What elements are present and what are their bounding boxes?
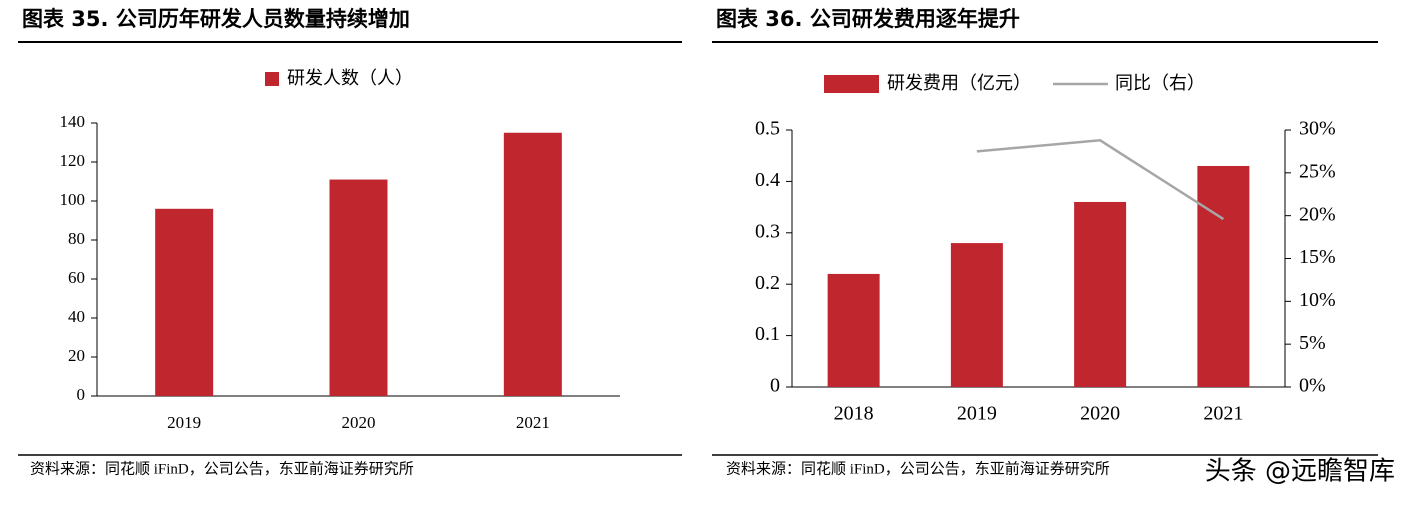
y-tick-label: 100 [60, 190, 86, 209]
legend-label: 研发费用（亿元） [887, 73, 1031, 94]
x-tick-label: 2020 [342, 413, 376, 432]
y2-tick-label: 20% [1299, 203, 1336, 225]
y-tick-label: 0.4 [755, 169, 780, 191]
bar [503, 132, 562, 396]
watermark: 头条 @远瞻智库 [1205, 457, 1395, 487]
y-tick-label: 20 [68, 346, 85, 365]
bar [155, 208, 214, 396]
legend-swatch [265, 72, 279, 86]
bar [827, 273, 880, 387]
bar [1074, 201, 1127, 387]
y-tick-label: 0 [77, 385, 86, 404]
x-tick-label: 2018 [834, 403, 874, 425]
chart-title: 图表 36. 公司研发费用逐年提升 [716, 7, 1020, 31]
y2-tick-label: 5% [1299, 332, 1326, 354]
y-tick-label: 140 [60, 112, 86, 131]
legend-label: 研发人数（人） [287, 68, 413, 89]
bar [329, 179, 388, 396]
y-tick-label: 0.3 [755, 220, 780, 242]
source-note: 资料来源：同花顺 iFinD，公司公告，东亚前海证券研究所 [726, 460, 1110, 477]
bar [950, 243, 1003, 387]
y2-tick-label: 0% [1299, 375, 1326, 397]
y-tick-label: 0.5 [755, 118, 780, 140]
x-tick-label: 2021 [516, 413, 550, 432]
y-tick-label: 0.1 [755, 323, 780, 345]
source-note: 资料来源：同花顺 iFinD，公司公告，东亚前海证券研究所 [30, 460, 414, 477]
x-tick-label: 2020 [1080, 403, 1120, 425]
y2-tick-label: 25% [1299, 160, 1336, 182]
y2-tick-label: 30% [1299, 118, 1336, 140]
y-tick-label: 40 [68, 307, 85, 326]
bar [1197, 165, 1250, 387]
legend-swatch [824, 75, 879, 93]
legend-label: 同比（右） [1115, 73, 1205, 94]
y2-tick-label: 15% [1299, 246, 1336, 268]
line-series [976, 138, 1225, 221]
x-tick-label: 2019 [957, 403, 997, 425]
x-tick-label: 2019 [167, 413, 201, 432]
y-tick-label: 60 [68, 268, 85, 287]
chart-title: 图表 35. 公司历年研发人员数量持续增加 [22, 7, 410, 31]
y-tick-label: 0 [770, 375, 780, 397]
y-tick-label: 120 [60, 151, 86, 170]
y2-tick-label: 10% [1299, 289, 1336, 311]
y-tick-label: 80 [68, 229, 85, 248]
y-tick-label: 0.2 [755, 272, 780, 294]
x-tick-label: 2021 [1203, 403, 1243, 425]
